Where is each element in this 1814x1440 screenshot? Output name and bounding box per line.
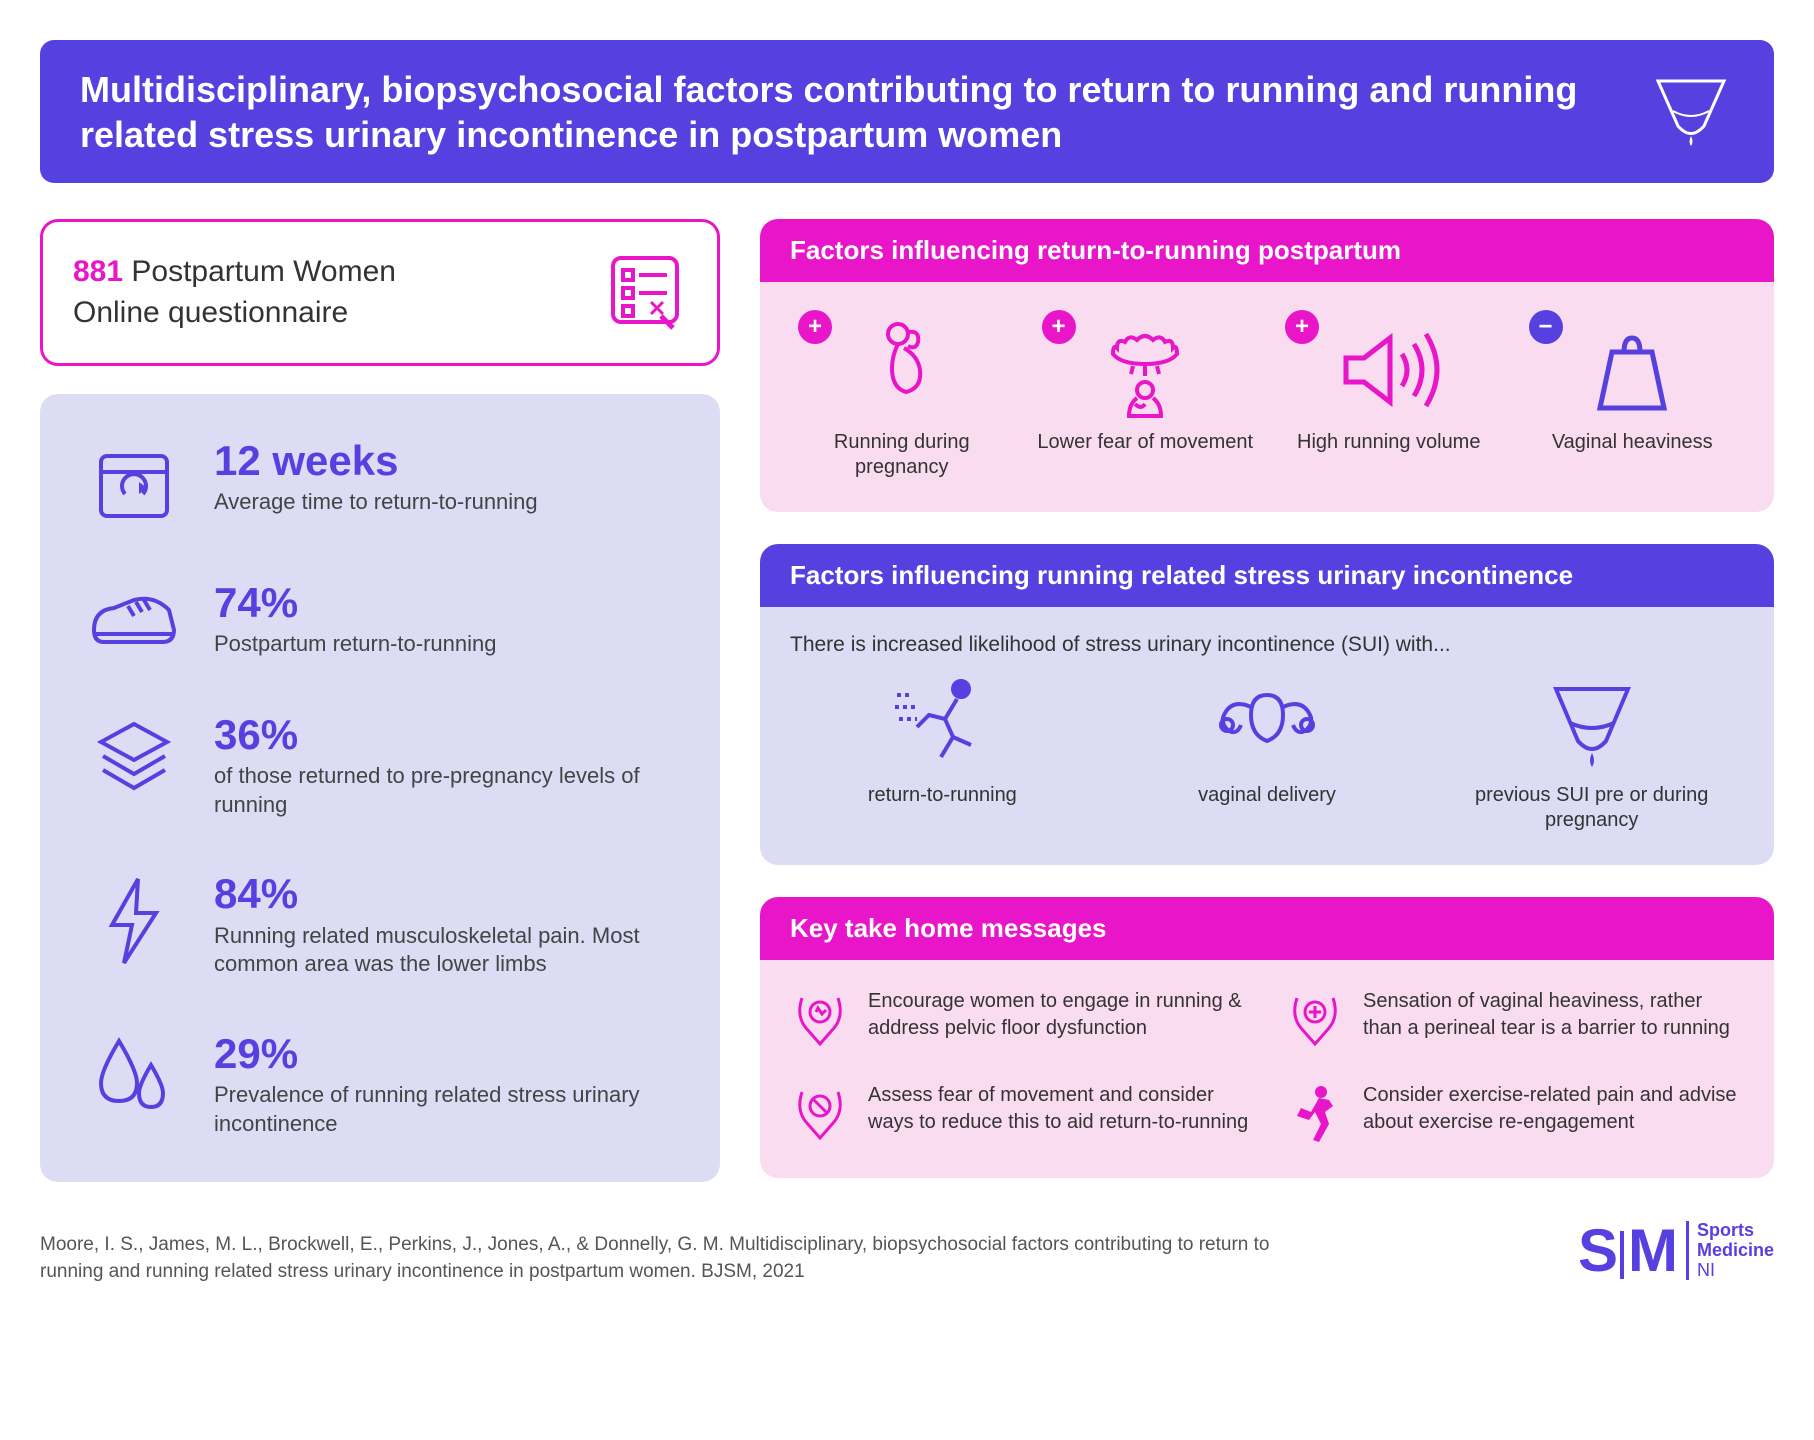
message-text: Assess fear of movement and consider way… [868,1082,1249,1136]
volume-icon [1334,320,1444,420]
stat-desc: Average time to return-to-running [214,488,676,517]
sui-label: return-to-running [790,783,1095,808]
stat-desc: of those returned to pre-pregnancy level… [214,762,676,819]
factor-item: + High running volume [1277,310,1501,480]
study-text: 881 Postpartum Women Online questionnair… [73,252,396,333]
weight-icon [1582,320,1682,420]
sports-medicine-logo: SM Sports Medicine NI [1578,1216,1774,1285]
message-item: Consider exercise-related pain and advis… [1285,1082,1744,1146]
stat-row: 84% Running related musculoskeletal pain.… [84,871,676,978]
stat-row: 74% Postpartum return-to-running [84,580,676,660]
message-item: Assess fear of movement and consider way… [790,1082,1249,1146]
drops-icon [84,1031,184,1121]
panel-header: Factors influencing running related stre… [760,544,1774,607]
return-factors-panel: Factors influencing return-to-running po… [760,219,1774,512]
bolt-icon [84,871,184,971]
message-text: Consider exercise-related pain and advis… [1363,1082,1744,1136]
uterus-icon [1207,675,1327,775]
pelvis-no-icon [790,1082,850,1146]
citation-text: Moore, I. S., James, M. L., Brockwell, E… [40,1232,1300,1285]
factor-label: Lower fear of movement [1034,430,1258,455]
sui-label: previous SUI pre or during pregnancy [1439,783,1744,833]
study-n: 881 [73,255,123,288]
factor-label: Vaginal heaviness [1521,430,1745,455]
factor-item: − Vaginal heaviness [1521,310,1745,480]
title-bar: Multidisciplinary, biopsychosocial facto… [40,40,1774,183]
stat-row: 12 weeks Average time to return-to-runnin… [84,438,676,528]
sui-item: vaginal delivery [1115,675,1420,833]
questionnaire-icon [603,248,687,337]
sui-label: vaginal delivery [1115,783,1420,808]
plus-badge-icon: + [1042,310,1076,344]
stat-row: 36%of those returned to pre-pregnancy le… [84,712,676,819]
factor-item: + Lower fear of movement [1034,310,1258,480]
key-messages-panel: Key take home messages Encourage women t… [760,897,1774,1178]
calendar-icon [84,438,184,528]
pregnant-icon [862,320,942,420]
logo-mark: SM [1578,1216,1676,1285]
stat-desc: Running related musculoskeletal pain. Mo… [214,922,676,979]
shoe-icon [84,580,184,660]
stat-value: 29% [214,1031,676,1077]
factor-item: + Running during pregnancy [790,310,1014,480]
stat-value: 12 weeks [214,438,676,484]
message-text: Sensation of vaginal heaviness, rather t… [1363,988,1744,1042]
plus-badge-icon: + [798,310,832,344]
runner-female-icon [1285,1082,1345,1146]
bladder-icon [1542,675,1642,775]
pelvis-thumbs-icon [790,988,850,1052]
pelvis-plus-icon [1285,988,1345,1052]
message-item: Sensation of vaginal heaviness, rather t… [1285,988,1744,1052]
runner-icon [887,675,997,775]
sui-item: previous SUI pre or during pregnancy [1439,675,1744,833]
sui-item: return-to-running [790,675,1095,833]
logo-text: Sports Medicine NI [1686,1221,1774,1280]
factor-label: High running volume [1277,430,1501,455]
panel-header: Factors influencing return-to-running po… [760,219,1774,282]
stat-value: 84% [214,871,676,917]
stat-desc: Prevalence of running related stress uri… [214,1081,676,1138]
plus-badge-icon: + [1285,310,1319,344]
stats-panel: 12 weeks Average time to return-to-runnin… [40,394,720,1182]
footer: Moore, I. S., James, M. L., Brockwell, E… [40,1216,1774,1285]
stat-desc: Postpartum return-to-running [214,630,676,659]
sui-subtitle: There is increased likelihood of stress … [790,633,1744,657]
message-item: Encourage women to engage in running & a… [790,988,1249,1052]
layers-icon [84,712,184,802]
page-title: Multidisciplinary, biopsychosocial facto… [80,67,1580,157]
stat-row: 29%Prevalence of running related stress … [84,1031,676,1138]
fear-icon [1095,320,1195,420]
study-summary-box: 881 Postpartum Women Online questionnair… [40,219,720,366]
bladder-header-icon [1648,66,1734,157]
panel-header: Key take home messages [760,897,1774,960]
message-text: Encourage women to engage in running & a… [868,988,1249,1042]
stat-value: 74% [214,580,676,626]
study-subtitle: Online questionnaire [73,296,348,329]
minus-badge-icon: − [1529,310,1563,344]
study-label: Postpartum Women [131,255,396,288]
stat-value: 36% [214,712,676,758]
sui-factors-panel: Factors influencing running related stre… [760,544,1774,865]
factor-label: Running during pregnancy [790,430,1014,480]
